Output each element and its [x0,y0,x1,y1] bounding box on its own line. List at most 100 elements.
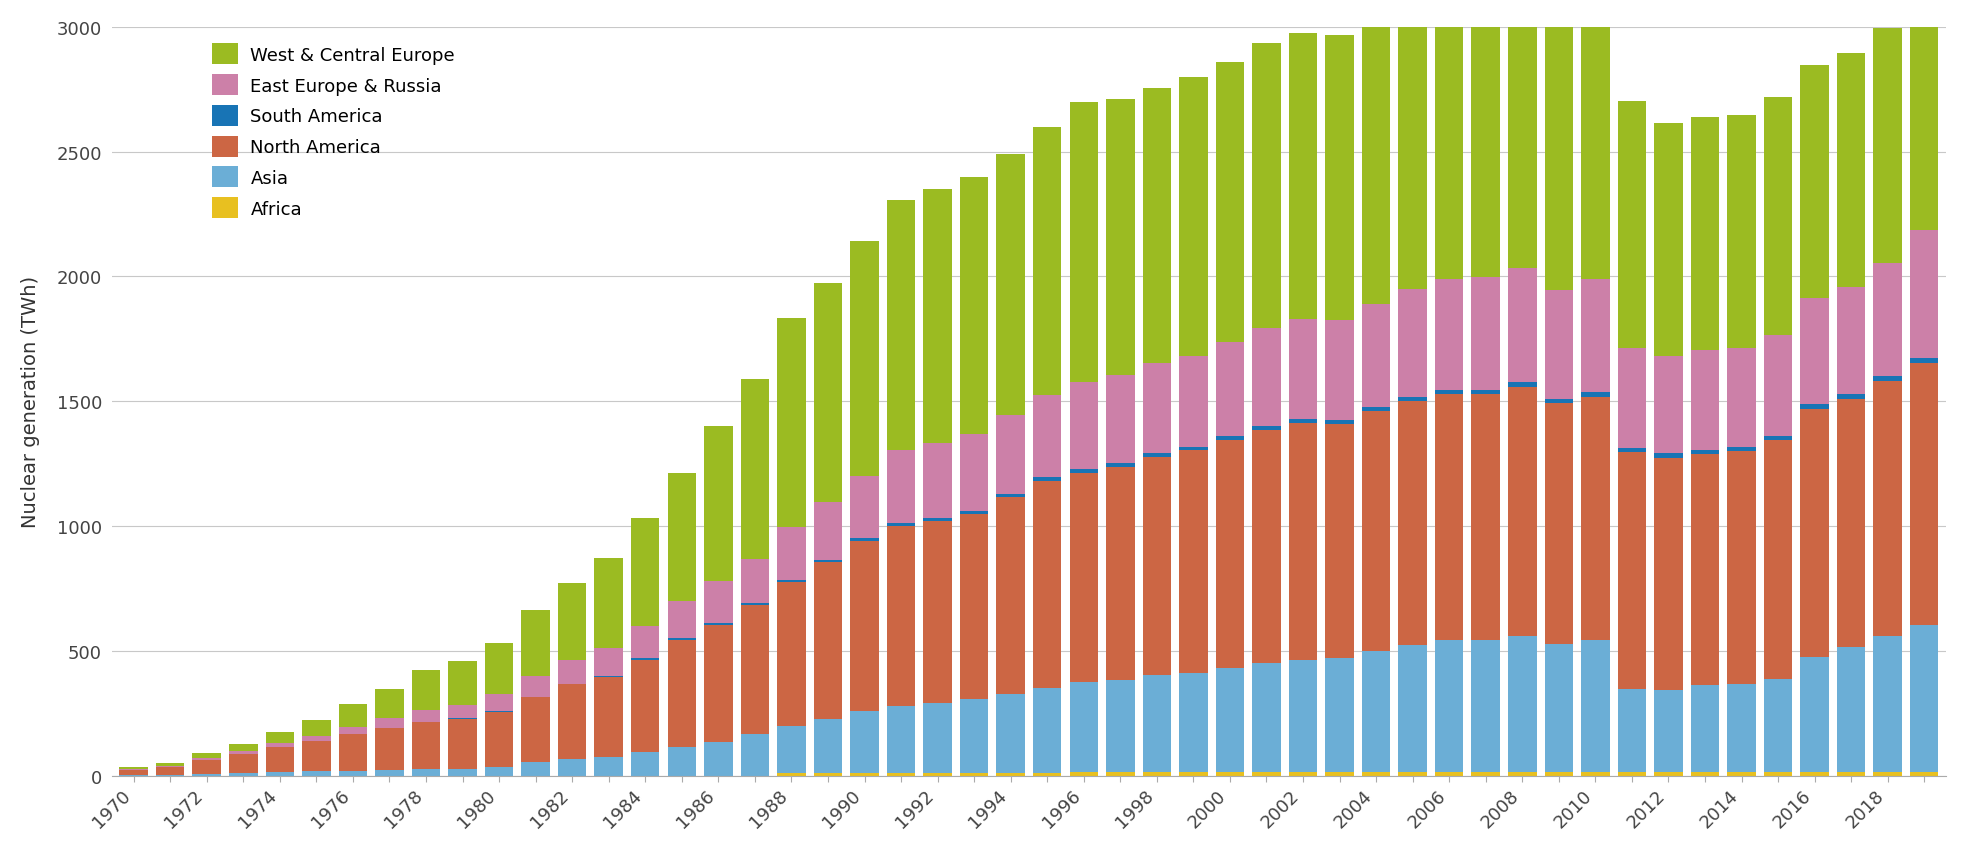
Bar [120,769,148,775]
Bar [1654,124,1682,357]
Bar [303,741,330,771]
Bar [1361,304,1391,408]
Bar [155,766,185,768]
Bar [1326,773,1353,775]
Bar [631,519,659,626]
Bar [1105,773,1135,775]
Bar [1361,19,1391,304]
Bar [559,759,586,775]
Bar [1873,29,1902,263]
Bar [1143,457,1170,675]
Bar [303,771,330,775]
Bar [667,601,696,638]
Bar [1178,773,1208,775]
Bar [667,638,696,640]
Bar [1216,437,1245,440]
Bar [594,757,624,775]
Bar [814,503,842,560]
Bar [1288,773,1318,775]
Bar [1216,668,1245,773]
Bar [1033,128,1062,395]
Bar [887,450,915,524]
Bar [1764,772,1792,775]
Bar [704,624,732,625]
Bar [1764,680,1792,772]
Bar [1253,773,1281,775]
Bar [303,736,330,741]
Bar [887,201,915,450]
Bar [777,580,806,583]
Bar [1326,658,1353,773]
Bar [923,190,952,444]
Bar [1143,453,1170,457]
Bar [1288,423,1318,660]
Bar [960,435,987,511]
Bar [814,562,842,720]
Bar [814,284,842,503]
Bar [1436,390,1463,394]
Bar [1544,644,1574,773]
Bar [1764,436,1792,440]
Bar [1581,641,1609,773]
Bar [814,560,842,562]
Bar [923,521,952,704]
Bar [1288,660,1318,773]
Bar [1105,463,1135,467]
Bar [484,767,513,775]
Bar [1544,404,1574,644]
Bar [1216,343,1245,437]
Bar [1873,263,1902,377]
Bar [1727,772,1757,775]
Bar [742,380,769,559]
Bar [484,694,513,711]
Bar [1253,44,1281,328]
Bar [960,511,987,514]
Bar [120,767,148,769]
Bar [1617,773,1646,775]
Bar [1837,400,1865,648]
Bar [1654,690,1682,772]
Bar [1910,363,1939,625]
Bar [1253,427,1281,431]
Bar [1178,451,1208,673]
Bar [960,773,987,775]
Bar [1399,772,1426,775]
Bar [1692,118,1719,351]
Bar [1837,648,1865,772]
Bar [1399,645,1426,772]
Bar [376,728,403,770]
Bar [1033,478,1062,481]
Bar [1581,393,1609,397]
Bar [1033,773,1062,775]
Bar [1509,383,1536,388]
Bar [1143,89,1170,364]
Bar [193,774,220,775]
Bar [1436,0,1463,279]
Bar [1617,448,1646,452]
Bar [1764,98,1792,335]
Bar [559,584,586,660]
Bar [1654,772,1682,775]
Bar [303,720,330,736]
Bar [1436,640,1463,772]
Legend: West & Central Europe, East Europe & Russia, South America, North America, Asia,: West & Central Europe, East Europe & Rus… [212,44,454,219]
Y-axis label: Nuclear generation (TWh): Nuclear generation (TWh) [22,276,39,527]
Bar [1910,358,1939,363]
Bar [1178,673,1208,773]
Bar [193,753,220,758]
Bar [448,719,476,769]
Bar [411,769,441,775]
Bar [1617,452,1646,689]
Bar [1178,78,1208,356]
Bar [411,710,441,722]
Bar [411,671,441,710]
Bar [742,603,769,605]
Bar [997,498,1025,694]
Bar [997,416,1025,494]
Bar [521,763,551,775]
Bar [742,559,769,603]
Bar [1617,348,1646,448]
Bar [1727,685,1757,772]
Bar [594,676,624,677]
Bar [155,763,185,766]
